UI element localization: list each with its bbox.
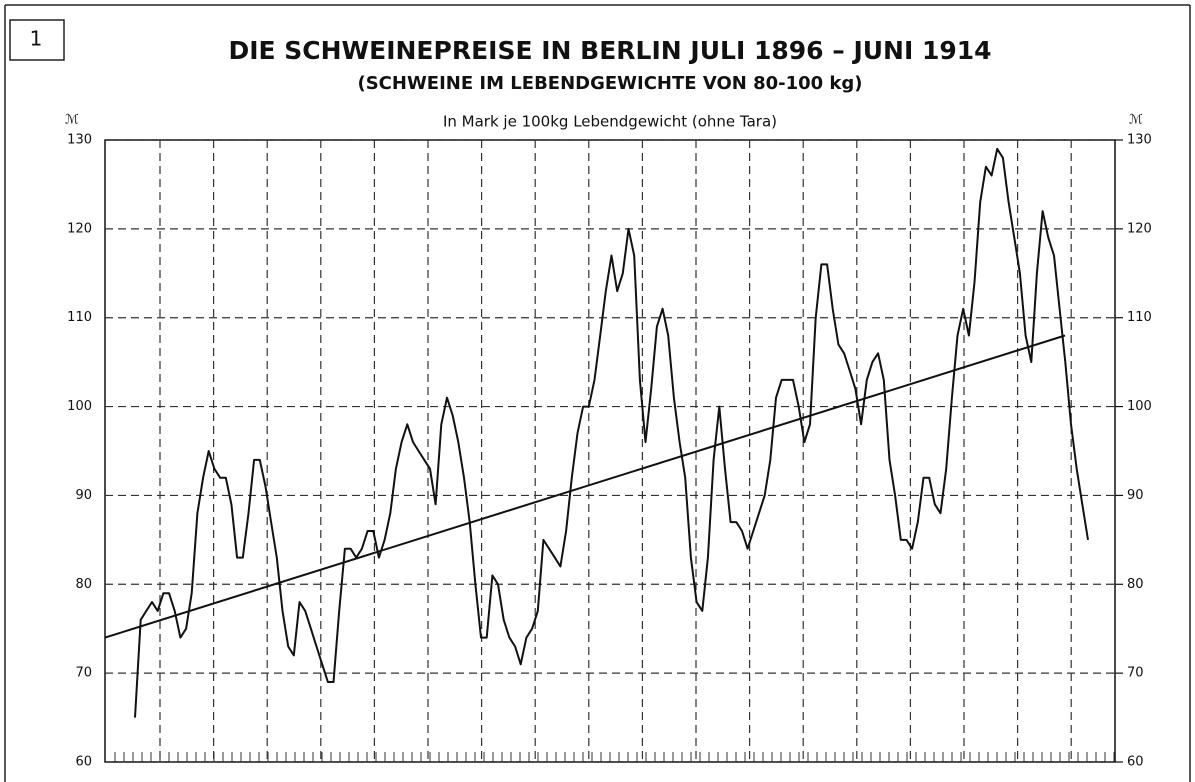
y-tick-label-right: 100 xyxy=(1127,399,1152,414)
unit-left: ℳ xyxy=(65,113,79,128)
y-tick-label: 120 xyxy=(67,221,92,236)
chart-title: DIE SCHWEINEPREISE IN BERLIN JULI 1896 –… xyxy=(228,36,991,65)
y-tick-label-right: 70 xyxy=(1127,666,1144,681)
y-tick-label: 80 xyxy=(75,577,92,592)
y-tick-label-right: 130 xyxy=(1127,133,1152,148)
label-box xyxy=(9,19,65,61)
y-tick-label-right: 60 xyxy=(1127,755,1144,770)
price-line xyxy=(134,147,1089,718)
panel-label: 1 xyxy=(30,27,43,51)
y-tick-label-right: 90 xyxy=(1127,488,1144,503)
y-tick-label-right: 80 xyxy=(1127,577,1144,592)
chart-subtitle: (SCHWEINE IM LEBENDGEWICHTE VON 80-100 k… xyxy=(357,73,862,94)
unit-right: ℳ xyxy=(1129,113,1143,128)
trend-line xyxy=(104,334,1066,639)
y-tick-label-right: 120 xyxy=(1127,221,1152,236)
axis-label: In Mark je 100kg Lebendgewicht (ohne Tar… xyxy=(443,113,777,131)
y-tick-label: 130 xyxy=(67,133,92,148)
y-tick-label: 110 xyxy=(67,310,92,325)
y-tick-label: 70 xyxy=(75,666,92,681)
y-tick-label-right: 110 xyxy=(1127,310,1152,325)
y-tick-label: 60 xyxy=(75,755,92,770)
y-tick-label: 100 xyxy=(67,399,92,414)
y-tick-label: 90 xyxy=(75,488,92,503)
